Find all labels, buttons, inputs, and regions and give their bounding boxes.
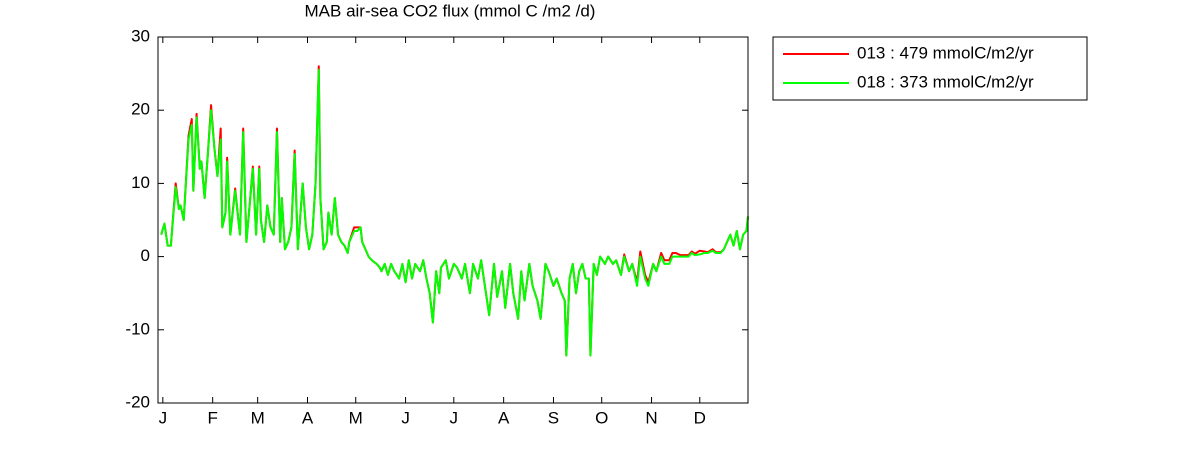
y-tick-label: 20 [131, 100, 150, 119]
x-tick-label: M [349, 408, 363, 427]
x-tick-label: J [450, 408, 459, 427]
x-tick-label: O [595, 408, 608, 427]
y-tick-label: -20 [125, 392, 150, 411]
legend-label: 013 : 479 mmolC/m2/yr [857, 43, 1034, 62]
y-tick-label: 0 [141, 246, 150, 265]
plot-frame [157, 36, 749, 404]
series-line [160, 68, 749, 357]
y-tick-label: 30 [131, 26, 150, 45]
chart-title: MAB air-sea CO2 flux (mmol C /m2 /d) [305, 1, 596, 20]
x-tick-label: S [548, 408, 559, 427]
y-tick-label: 10 [131, 173, 150, 192]
x-tick-label: F [207, 408, 217, 427]
x-tick-label: N [645, 408, 657, 427]
x-tick-label: D [694, 408, 706, 427]
x-tick-label: J [401, 408, 410, 427]
x-tick-label: A [302, 408, 314, 427]
x-tick-label: A [498, 408, 510, 427]
legend-box [772, 36, 1088, 101]
y-tick-label: -10 [125, 319, 150, 338]
x-tick-label: M [251, 408, 265, 427]
legend-label: 018 : 373 mmolC/m2/yr [857, 72, 1034, 91]
x-tick-label: J [159, 408, 168, 427]
